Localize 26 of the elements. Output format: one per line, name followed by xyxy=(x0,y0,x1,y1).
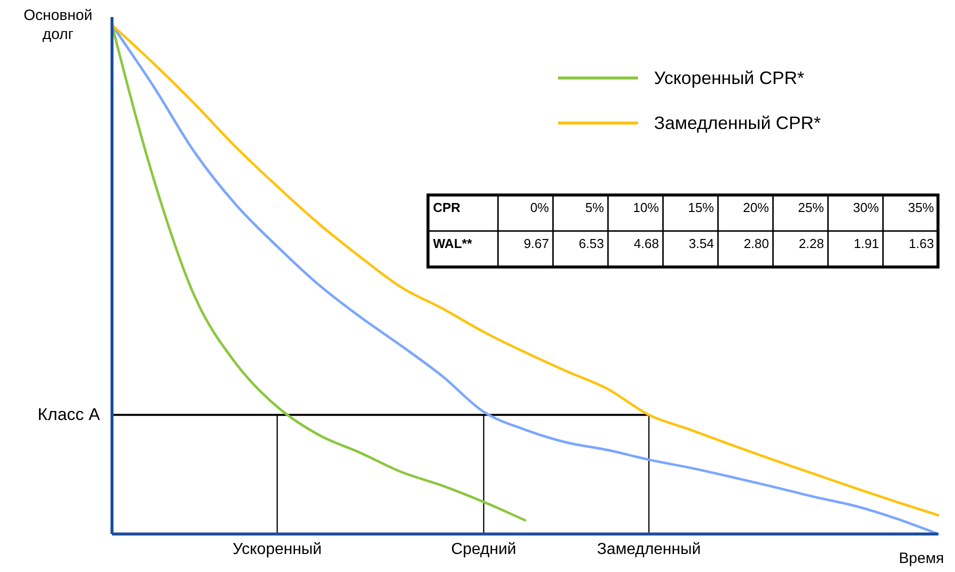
x-tick-label: Средний xyxy=(451,541,516,558)
x-axis-title: Время xyxy=(898,550,944,567)
annotation: 10% xyxy=(632,200,660,215)
annotation: 20% xyxy=(742,200,770,215)
ref-line-label: Класс А xyxy=(38,404,101,424)
annotation: 5% xyxy=(585,200,604,215)
annotation: 15% xyxy=(688,200,714,215)
y-axis-title: Основной долг xyxy=(24,7,92,43)
annotation: WAL** xyxy=(433,236,473,251)
annotation: 25% xyxy=(798,200,824,215)
legend-label: Замедленный CPR* xyxy=(654,113,821,133)
annotation: 4.68 xyxy=(634,236,659,251)
x-tick-label: Замедленный xyxy=(597,541,701,558)
annotation: 30% xyxy=(852,200,880,215)
annotation: 6.53 xyxy=(578,236,604,251)
annotation: 2.80 xyxy=(744,236,769,251)
annotation: 9.67 xyxy=(524,236,549,251)
annotation: CPR xyxy=(433,200,462,215)
legend-label: Ускоренный CPR* xyxy=(654,68,804,88)
x-tick-label: Ускоренный xyxy=(232,541,322,558)
annotation: 3.54 xyxy=(688,236,714,251)
annotation: 35% xyxy=(908,200,934,215)
annotation: 0% xyxy=(530,200,550,215)
annotation: 2.28 xyxy=(798,236,824,251)
annotation: 1.63 xyxy=(908,236,934,251)
annotation: 1.91 xyxy=(854,236,879,251)
